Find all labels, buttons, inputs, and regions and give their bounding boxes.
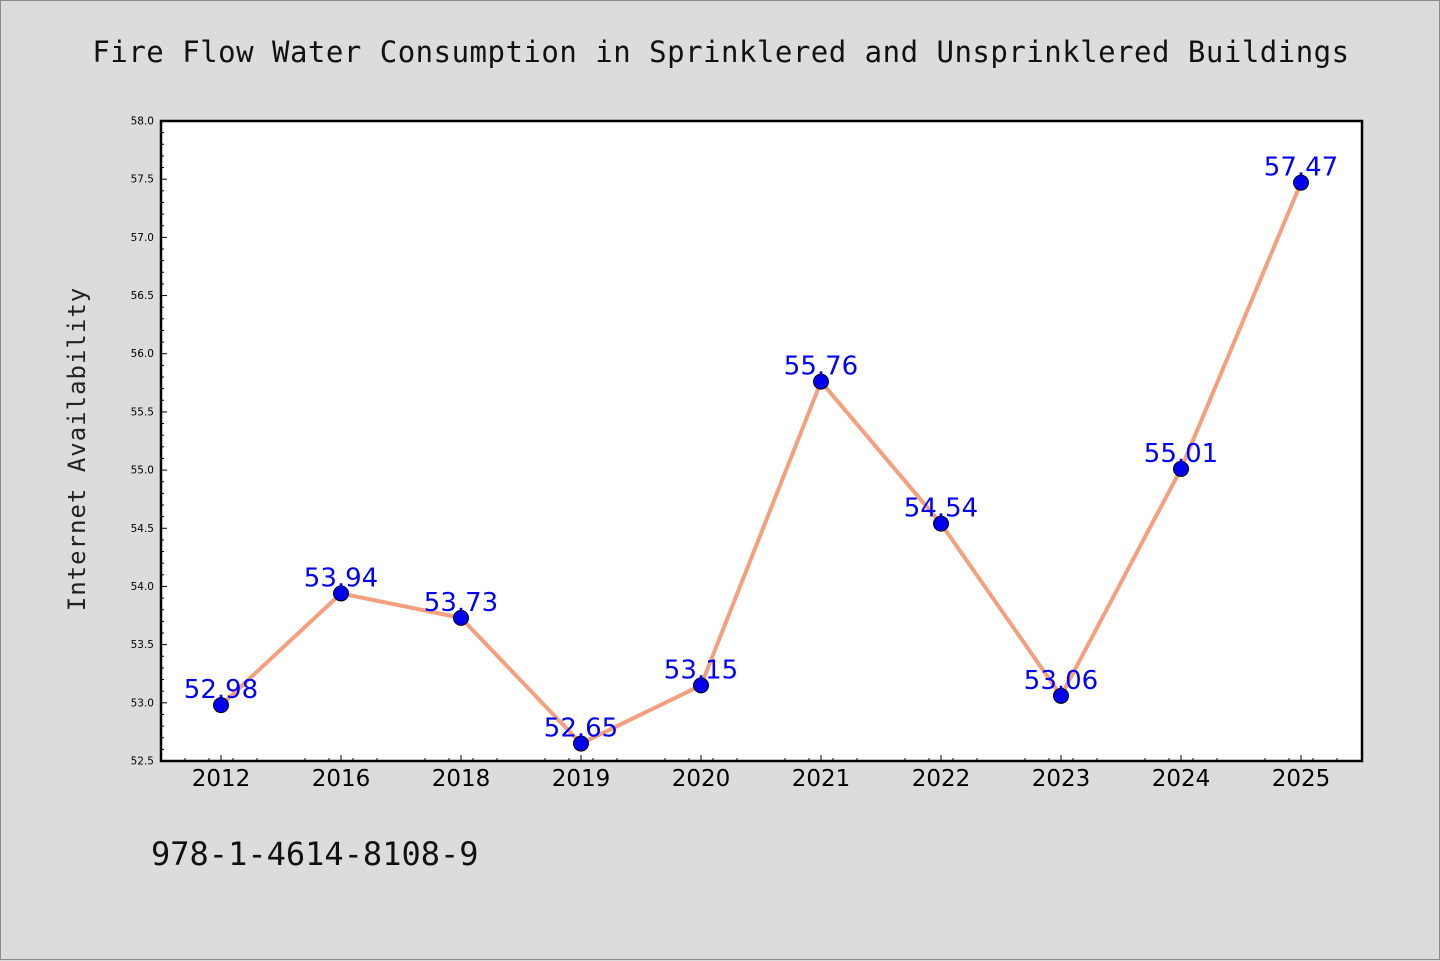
data-label: 55.01 xyxy=(1144,439,1218,469)
y-tick-label: 52.5 xyxy=(131,756,154,768)
chart-title: Fire Flow Water Consumption in Sprinkler… xyxy=(92,35,1350,69)
x-tick-label: 2025 xyxy=(1272,766,1331,792)
data-label-layer: 52.98 53.94 53.73 52.65 53.15 55.76 54.54 53.06… xyxy=(184,153,1338,744)
data-point xyxy=(333,585,349,602)
data-label: 52.98 xyxy=(184,675,258,705)
y-tick-label: 57.0 xyxy=(131,232,154,244)
data-point xyxy=(1173,460,1189,477)
data-label: 53.15 xyxy=(664,655,738,685)
x-tick-label: 2021 xyxy=(792,766,851,792)
y-tick-label: 56.0 xyxy=(131,348,154,360)
y-tick-label: 55.5 xyxy=(131,406,154,418)
y-tick-label: 53.5 xyxy=(131,639,154,651)
y-tick-label: 58.0 xyxy=(131,116,154,128)
data-point xyxy=(813,373,829,390)
isbn-text: 978-1-4614-8108-9 xyxy=(151,835,479,873)
data-label: 52.65 xyxy=(544,714,618,744)
data-label: 53.06 xyxy=(1024,666,1098,696)
y-tick-label: 53.0 xyxy=(131,697,154,709)
y-axis-ticks: 52.5 53.0 53.5 54.0 54.5 55.0 55.5 56.0 56.5 57.0… xyxy=(131,116,167,768)
y-tick-label: 57.5 xyxy=(131,174,154,186)
x-tick-label: 2016 xyxy=(312,766,371,792)
data-label: 55.76 xyxy=(784,352,858,382)
x-tick-label: 2024 xyxy=(1152,766,1211,792)
data-label: 53.73 xyxy=(424,588,498,618)
y-tick-label: 54.5 xyxy=(131,523,154,535)
data-point xyxy=(1293,174,1309,191)
data-point xyxy=(213,697,229,714)
data-label: 57.47 xyxy=(1264,153,1338,183)
x-axis-ticks: 2012 2016 2018 2019 2020 2021 2022 2023 2024 2025 xyxy=(184,755,1338,792)
plot-area xyxy=(159,119,1364,763)
y-tick-label: 54.0 xyxy=(131,581,154,593)
x-tick-label: 2018 xyxy=(432,766,491,792)
data-point xyxy=(693,677,709,694)
series-line xyxy=(219,181,1303,746)
data-point xyxy=(573,735,589,752)
x-tick-label: 2023 xyxy=(1032,766,1091,792)
x-tick-label: 2019 xyxy=(552,766,611,792)
y-tick-label: 55.0 xyxy=(131,465,154,477)
data-point xyxy=(933,515,949,532)
x-tick-label: 2012 xyxy=(192,766,251,792)
data-label: 53.94 xyxy=(304,563,378,593)
data-point xyxy=(1053,687,1069,704)
x-tick-label: 2020 xyxy=(672,766,731,792)
x-tick-label: 2022 xyxy=(912,766,971,792)
data-label: 54.54 xyxy=(904,494,978,524)
data-point xyxy=(453,609,469,626)
y-tick-label: 56.5 xyxy=(131,290,154,302)
series-layer xyxy=(213,174,1309,752)
